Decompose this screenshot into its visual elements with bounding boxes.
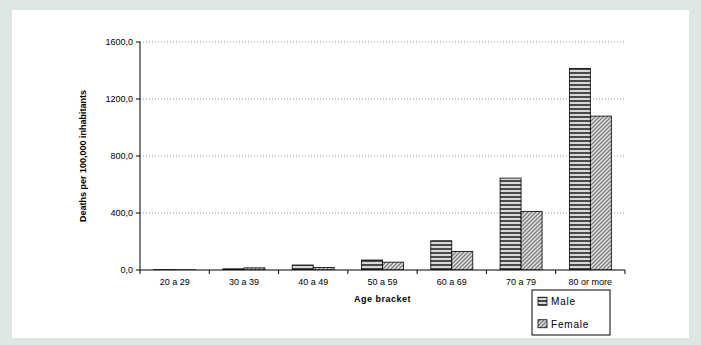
grid-line xyxy=(140,99,625,100)
x-tick-label: 20 a 29 xyxy=(160,277,190,287)
x-tick xyxy=(140,270,141,274)
bar xyxy=(292,265,313,270)
y-tick-label: 400,0 xyxy=(110,208,133,218)
x-tick-label: 50 a 59 xyxy=(367,277,397,287)
x-tick xyxy=(555,270,556,274)
x-axis-title: Age bracket xyxy=(354,294,411,304)
y-tick-label: 1200,0 xyxy=(105,94,133,104)
legend-swatch xyxy=(538,297,547,305)
bar xyxy=(521,212,542,270)
y-tick xyxy=(136,213,140,214)
legend-swatch xyxy=(538,320,547,328)
bar xyxy=(452,251,473,270)
bar xyxy=(383,262,404,270)
chart: 0,0 400,0 800,0 1200,0 1600,0 20 a 29 30 a 39 4… xyxy=(0,0,701,345)
bar xyxy=(590,116,611,270)
bars xyxy=(154,68,612,270)
background xyxy=(0,0,701,345)
y-axis-title: Deaths per 100,000 inhabitants xyxy=(78,90,88,222)
y-tick xyxy=(136,42,140,43)
x-tick-label: 30 a 39 xyxy=(229,277,259,287)
y-tick-label: 0,0 xyxy=(120,265,133,275)
y-tick-label: 800,0 xyxy=(110,151,133,161)
x-tick-label: 70 a 79 xyxy=(506,277,536,287)
legend-box xyxy=(532,290,610,335)
y-tick xyxy=(136,99,140,100)
x-axis xyxy=(140,270,625,271)
bar xyxy=(569,68,590,270)
x-tick-label: 60 a 69 xyxy=(437,277,467,287)
x-tick xyxy=(625,270,626,274)
x-tick-label: 40 a 49 xyxy=(298,277,328,287)
x-tick xyxy=(486,270,487,274)
legend-label: Female xyxy=(551,319,589,330)
x-tick xyxy=(278,270,279,274)
grid-line xyxy=(140,156,625,157)
y-tick xyxy=(136,270,140,271)
legend: Male Female xyxy=(532,290,610,335)
y-tick xyxy=(136,156,140,157)
x-tick xyxy=(209,270,210,274)
bar xyxy=(500,178,521,270)
bar xyxy=(362,260,383,270)
y-tick-label: 1600,0 xyxy=(105,37,133,47)
panel xyxy=(12,10,689,338)
grid-line xyxy=(140,42,625,43)
grid-line xyxy=(140,213,625,214)
legend-label: Male xyxy=(551,296,576,307)
bar xyxy=(431,241,452,270)
x-tick xyxy=(417,270,418,274)
x-tick xyxy=(347,270,348,274)
x-tick-label: 80 or more xyxy=(569,277,613,287)
